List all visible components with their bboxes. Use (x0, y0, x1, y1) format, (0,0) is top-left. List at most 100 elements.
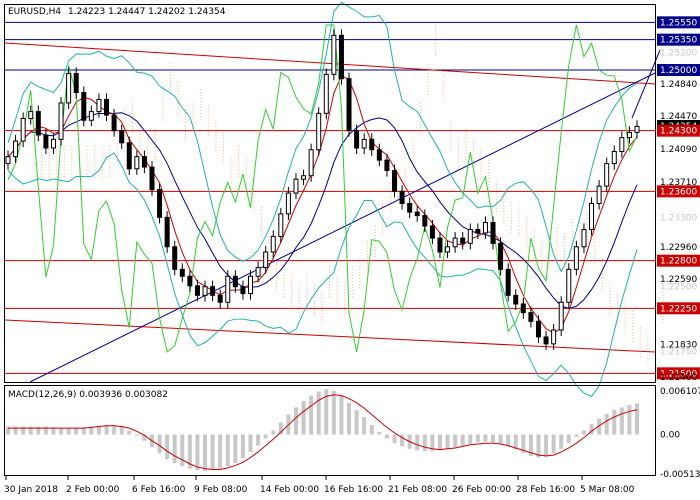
macd-bar (324, 389, 329, 435)
price-tag (657, 64, 700, 76)
time-label: 14 Feb 00:00 (260, 485, 319, 495)
candle-body (460, 237, 466, 244)
macd-bar (119, 426, 124, 435)
time-axis: 30 Jan 2018 2 Feb 00:00 6 Feb 16:00 9 Feb 0… (4, 476, 635, 495)
macd-bar (581, 430, 586, 435)
macd-bar (127, 430, 132, 435)
macd-bar (165, 434, 170, 460)
candle-body (452, 237, 458, 248)
macd-bar (21, 426, 26, 435)
price-tag (657, 302, 700, 315)
candle-body (475, 228, 481, 234)
macd-bar (566, 434, 571, 444)
macd-bar (112, 424, 117, 435)
time-label: 6 Feb 16:00 (132, 485, 186, 495)
candle-body (429, 225, 435, 239)
candle-body (270, 235, 276, 253)
macd-bar (415, 434, 420, 451)
candle-body (445, 246, 451, 253)
trend-lines (4, 42, 661, 383)
bollinger-bands (7, 1, 638, 397)
price-candles (5, 29, 640, 350)
price-label: 1.23710 (660, 178, 697, 188)
macd-bar (528, 434, 533, 456)
macd-axis-label: 0.006107 (660, 387, 700, 397)
macd-bar (521, 434, 526, 453)
candle-body (596, 185, 602, 204)
candle-body (126, 142, 132, 170)
macd-signal-line (8, 394, 638, 470)
candle-body (376, 149, 382, 161)
candle-body (467, 228, 473, 244)
candle-body (301, 175, 307, 180)
macd-bar (6, 426, 10, 435)
macd-bar (377, 432, 382, 435)
rsi-line (7, 24, 638, 353)
candle-body (498, 242, 504, 270)
oscillator-line (7, 24, 638, 353)
candle-body (179, 268, 185, 277)
candle-body (338, 34, 344, 80)
macd-bar (96, 425, 101, 435)
candle-body (573, 246, 579, 270)
macd-bar (248, 434, 253, 452)
candle-body (217, 294, 223, 303)
candle-body (104, 98, 110, 116)
macd-bar (422, 434, 427, 452)
ohlc-readout: 1.24223 1.24447 1.24202 1.24354 (68, 7, 226, 17)
macd-panel-frame (4, 385, 656, 476)
candle-body (520, 303, 526, 314)
macd-bar (589, 424, 594, 435)
macd-bar (460, 434, 465, 446)
candle-body (513, 294, 519, 305)
macd-bar (195, 434, 200, 471)
candle-body (141, 156, 147, 168)
candle-body (558, 301, 564, 331)
macd-bar (51, 427, 56, 435)
time-label: 28 Feb 16:00 (516, 485, 575, 495)
time-label: 30 Jan 2018 (4, 485, 58, 495)
candle-body (581, 228, 587, 248)
macd-bar (172, 434, 177, 464)
macd-axis-label: -0.005135 (660, 470, 700, 480)
price-label: 1.21750 (660, 348, 697, 358)
macd-bar (506, 434, 511, 447)
candle-body (285, 192, 291, 215)
time-label: 5 Mar 08:00 (580, 485, 635, 495)
candle-body (551, 329, 557, 345)
macd-bar (134, 434, 139, 436)
macd-bar (28, 426, 33, 435)
macd-bar (66, 428, 71, 435)
macd-axis-label: 0.00 (660, 430, 680, 440)
macd-bar (468, 434, 473, 445)
macd-bar (400, 434, 405, 447)
price-tag (657, 33, 700, 46)
macd-axis: 0.006107 0.00 -0.005135 (660, 387, 700, 480)
macd-bar (354, 409, 359, 435)
macd-bar (81, 427, 86, 435)
price-label: 1.22800 (660, 257, 697, 267)
candle-body (157, 189, 163, 218)
price-label: 1.24840 (660, 80, 697, 90)
candle-body (414, 211, 420, 217)
price-label: 1.21830 (660, 341, 697, 351)
macd-bar (59, 428, 64, 435)
macd-bar (392, 434, 397, 444)
candle-body (391, 170, 397, 192)
price-label: 1.21460 (660, 373, 697, 383)
candle-body (58, 102, 64, 140)
macd-bar (36, 426, 41, 435)
macd-bar (43, 426, 48, 435)
price-label: 1.25200 (660, 49, 697, 59)
candle-body (437, 237, 443, 253)
macd-bar (627, 405, 632, 435)
tenkan-line (7, 74, 638, 334)
candle-body (384, 159, 390, 172)
candle-body (81, 92, 87, 121)
time-label: 9 Feb 08:00 (194, 485, 248, 495)
candle-body (248, 275, 254, 295)
candle-body (225, 275, 231, 303)
candle-body (5, 156, 11, 165)
macd-bar (316, 391, 321, 435)
